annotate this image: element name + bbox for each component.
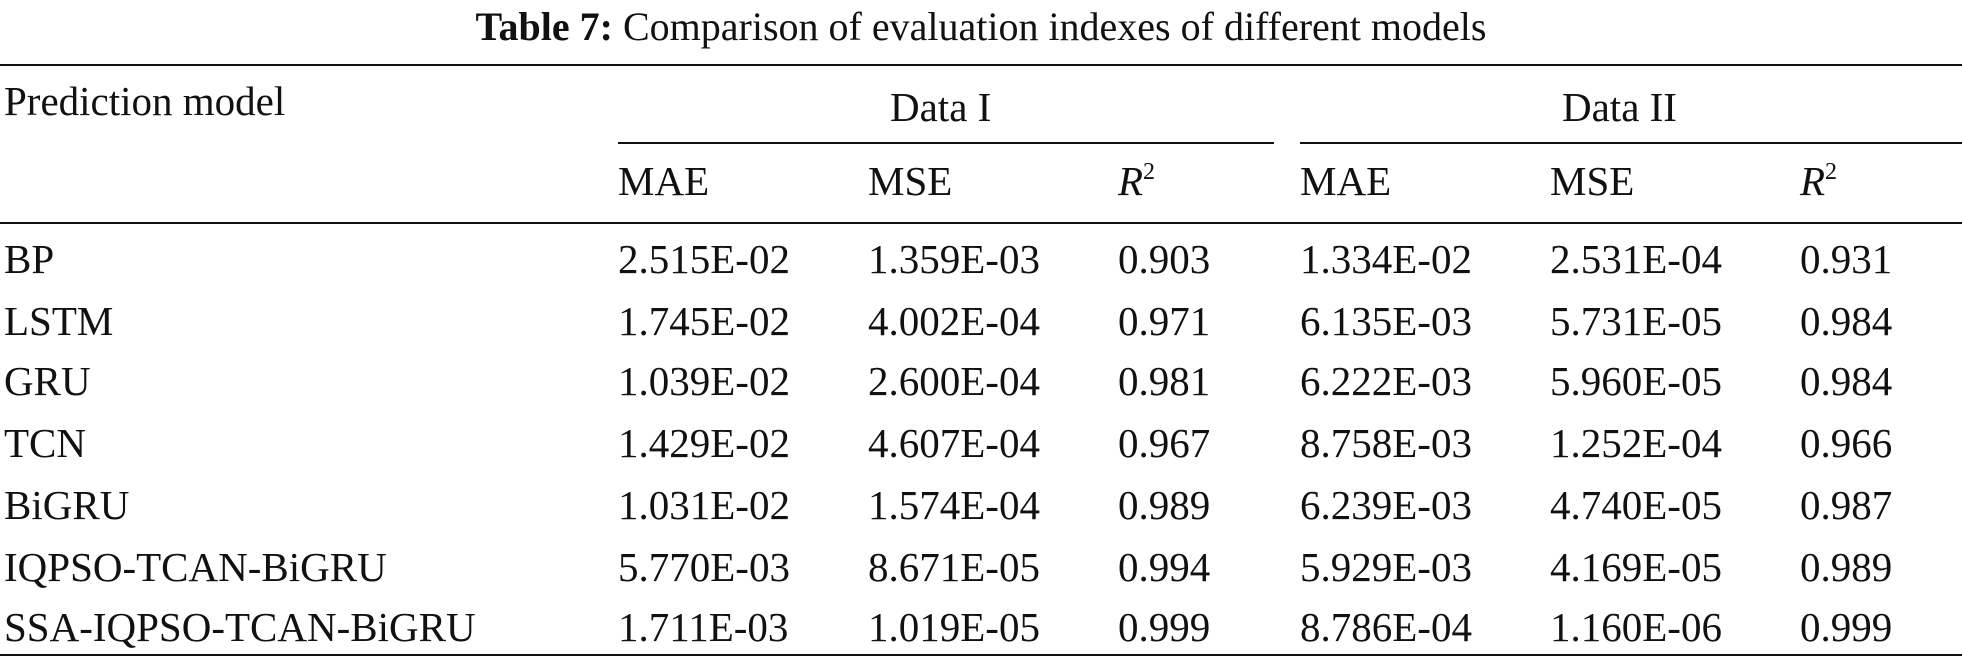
table-cell: 0.999	[1118, 604, 1211, 650]
table-cell: 0.989	[1118, 482, 1211, 528]
table-cell: 1.711E-03	[618, 604, 789, 650]
header-prediction-model: Prediction model	[4, 78, 286, 124]
table-cell: 0.903	[1118, 236, 1211, 282]
table-cell: 6.222E-03	[1300, 358, 1472, 404]
table-cell: 0.931	[1800, 236, 1893, 282]
model-name: BiGRU	[4, 482, 130, 528]
metric-header-2: R2	[1118, 158, 1155, 204]
group-rule-data-ii	[1300, 142, 1962, 144]
table-cell: 1.429E-02	[618, 420, 790, 466]
table-cell: 8.671E-05	[868, 544, 1040, 590]
table-cell: 2.531E-04	[1550, 236, 1722, 282]
metric-name: R	[1800, 158, 1826, 204]
metric-name: MSE	[868, 158, 953, 204]
table-cell: 1.252E-04	[1550, 420, 1722, 466]
model-name: SSA-IQPSO-TCAN-BiGRU	[4, 604, 476, 650]
table-cell: 4.740E-05	[1550, 482, 1722, 528]
table-cell: 0.989	[1800, 544, 1893, 590]
table-cell: 1.160E-06	[1550, 604, 1722, 650]
metric-header-5: R2	[1800, 158, 1837, 204]
table-cell: 4.607E-04	[868, 420, 1040, 466]
bottom-rule	[0, 654, 1962, 656]
table-cell: 1.574E-04	[868, 482, 1040, 528]
table-cell: 1.745E-02	[618, 298, 790, 344]
table-cell: 4.002E-04	[868, 298, 1040, 344]
caption-label: Table 7:	[475, 4, 613, 49]
table-cell: 1.019E-05	[868, 604, 1040, 650]
table-cell: 5.960E-05	[1550, 358, 1722, 404]
table-cell: 0.984	[1800, 358, 1893, 404]
table-cell: 6.239E-03	[1300, 482, 1472, 528]
table-cell: 4.169E-05	[1550, 544, 1722, 590]
table-cell: 0.981	[1118, 358, 1211, 404]
model-name: LSTM	[4, 298, 114, 344]
table-cell: 1.031E-02	[618, 482, 790, 528]
metric-header-4: MSE	[1550, 158, 1634, 204]
table-cell: 0.971	[1118, 298, 1211, 344]
model-name: IQPSO-TCAN-BiGRU	[4, 544, 387, 590]
metric-superscript: 2	[1825, 159, 1838, 185]
metric-superscript: 2	[1143, 159, 1156, 185]
metric-header-0: MAE	[618, 158, 709, 204]
group-rule-data-i	[618, 142, 1274, 144]
table-cell: 5.731E-05	[1550, 298, 1722, 344]
top-rule	[0, 64, 1962, 66]
table-cell: 5.770E-03	[618, 544, 790, 590]
table-cell: 6.135E-03	[1300, 298, 1472, 344]
model-name: TCN	[4, 420, 86, 466]
metric-name: MAE	[618, 158, 710, 204]
table-cell: 1.039E-02	[618, 358, 790, 404]
table-cell: 0.987	[1800, 482, 1893, 528]
table-cell: 2.515E-02	[618, 236, 790, 282]
metric-header-1: MSE	[868, 158, 952, 204]
table-cell: 5.929E-03	[1300, 544, 1472, 590]
metric-header-3: MAE	[1300, 158, 1391, 204]
table-cell: 0.967	[1118, 420, 1211, 466]
table-cell: 2.600E-04	[868, 358, 1040, 404]
table-cell: 1.334E-02	[1300, 236, 1472, 282]
table-cell: 0.994	[1118, 544, 1211, 590]
table-cell: 8.758E-03	[1300, 420, 1472, 466]
metric-name: MAE	[1300, 158, 1392, 204]
metric-name: R	[1118, 158, 1144, 204]
caption-text: Comparison of evaluation indexes of diff…	[622, 4, 1487, 49]
table-cell: 1.359E-03	[868, 236, 1040, 282]
metric-name: MSE	[1550, 158, 1635, 204]
model-name: BP	[4, 236, 55, 282]
model-name: GRU	[4, 358, 91, 404]
table-cell: 0.984	[1800, 298, 1893, 344]
header-group-data-i: Data I	[890, 84, 992, 130]
table-caption: Table 7: Comparison of evaluation indexe…	[0, 4, 1962, 50]
table-cell: 8.786E-04	[1300, 604, 1472, 650]
header-group-data-ii: Data II	[1562, 84, 1677, 130]
table-cell: 0.999	[1800, 604, 1893, 650]
table-cell: 0.966	[1800, 420, 1893, 466]
header-bottom-rule	[0, 222, 1962, 224]
